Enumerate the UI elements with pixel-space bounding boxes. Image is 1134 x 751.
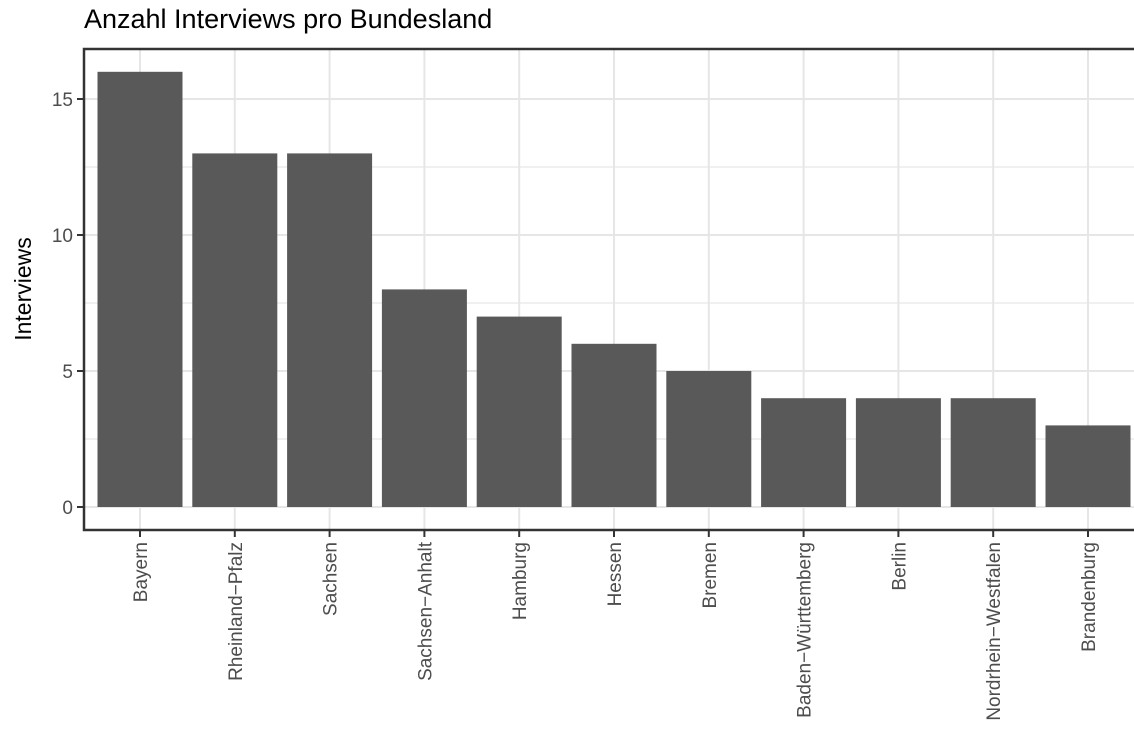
- bar: [1045, 425, 1131, 507]
- chart-title: Anzahl Interviews pro Bundesland: [84, 4, 492, 34]
- x-tick-label: Bremen: [700, 542, 721, 609]
- x-tick-label: Hamburg: [510, 542, 531, 620]
- bar: [97, 71, 183, 508]
- x-tick-label: Rheinland−Pfalz: [226, 542, 247, 681]
- x-tick-label: Berlin: [889, 542, 910, 591]
- bar: [381, 289, 467, 507]
- y-axis-title: Interviews: [10, 237, 36, 341]
- y-tick-label: 0: [62, 498, 73, 519]
- bar: [855, 398, 941, 507]
- x-tick-label: Brandenburg: [1079, 542, 1100, 652]
- y-tick-label: 5: [62, 362, 73, 383]
- x-tick-label: Sachsen−Anhalt: [415, 541, 436, 681]
- y-tick-label: 10: [52, 226, 73, 247]
- bar: [950, 398, 1036, 507]
- x-tick-label: Baden−Württemberg: [795, 542, 816, 718]
- x-tick-label: Bayern: [131, 542, 152, 602]
- bar: [761, 398, 847, 507]
- bars: [97, 71, 1131, 508]
- bar: [192, 153, 278, 507]
- x-tick-label: Nordrhein−Westfalen: [984, 542, 1005, 721]
- bar: [666, 371, 752, 507]
- axes: 0 5 10 15 Bayern Rheinland−Pfalz Sachsen Sachse…: [52, 47, 1134, 721]
- x-tick-label: Sachsen: [321, 542, 342, 616]
- panel-border: [82, 47, 1134, 532]
- y-tick-label: 15: [52, 90, 73, 111]
- bar: [287, 153, 373, 507]
- bar: [476, 316, 562, 507]
- bar: [571, 343, 657, 507]
- x-tick-label: Hessen: [605, 542, 626, 606]
